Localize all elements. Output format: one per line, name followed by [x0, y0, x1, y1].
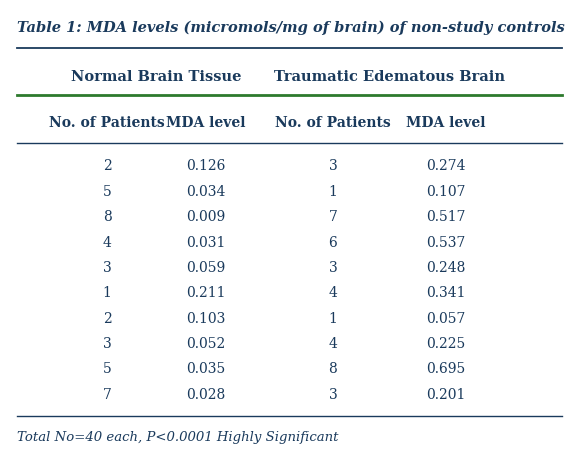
Text: 0.201: 0.201 — [426, 388, 466, 402]
Text: 4: 4 — [328, 337, 338, 351]
Text: 5: 5 — [102, 362, 112, 376]
Text: Table 1: MDA levels (micromols/mg of brain) of non-study controls: Table 1: MDA levels (micromols/mg of bra… — [17, 20, 565, 35]
Text: 0.028: 0.028 — [186, 388, 225, 402]
Text: 0.341: 0.341 — [426, 286, 466, 300]
Text: 3: 3 — [328, 388, 338, 402]
Text: 7: 7 — [102, 388, 112, 402]
Text: 0.009: 0.009 — [186, 210, 225, 224]
Text: 0.057: 0.057 — [426, 312, 466, 326]
Text: 8: 8 — [328, 362, 338, 376]
Text: 1: 1 — [102, 286, 112, 300]
Text: 0.225: 0.225 — [426, 337, 466, 351]
Text: 0.537: 0.537 — [426, 236, 466, 250]
Text: 3: 3 — [102, 337, 112, 351]
Text: No. of Patients: No. of Patients — [275, 116, 391, 130]
Text: Traumatic Edematous Brain: Traumatic Edematous Brain — [274, 70, 505, 84]
Text: 4: 4 — [102, 236, 112, 250]
Text: 0.034: 0.034 — [186, 185, 225, 199]
Text: 0.126: 0.126 — [186, 159, 225, 173]
Text: 1: 1 — [328, 312, 338, 326]
Text: 4: 4 — [328, 286, 338, 300]
Text: 6: 6 — [328, 236, 338, 250]
Text: 0.517: 0.517 — [426, 210, 466, 224]
Text: 0.031: 0.031 — [186, 236, 225, 250]
Text: 0.035: 0.035 — [186, 362, 225, 376]
Text: 2: 2 — [102, 159, 112, 173]
Text: 0.103: 0.103 — [186, 312, 225, 326]
Text: 3: 3 — [328, 261, 338, 275]
Text: Normal Brain Tissue: Normal Brain Tissue — [71, 70, 241, 84]
Text: 0.248: 0.248 — [426, 261, 466, 275]
Text: 0.052: 0.052 — [186, 337, 225, 351]
Text: 0.274: 0.274 — [426, 159, 466, 173]
Text: 0.059: 0.059 — [186, 261, 225, 275]
Text: Total No=40 each, P<0.0001 Highly Significant: Total No=40 each, P<0.0001 Highly Signif… — [17, 431, 339, 444]
Text: 5: 5 — [102, 185, 112, 199]
Text: 7: 7 — [328, 210, 338, 224]
Text: MDA level: MDA level — [166, 116, 245, 130]
Text: 0.695: 0.695 — [426, 362, 466, 376]
Text: 3: 3 — [328, 159, 338, 173]
Text: 1: 1 — [328, 185, 338, 199]
Text: 0.211: 0.211 — [186, 286, 225, 300]
Text: No. of Patients: No. of Patients — [49, 116, 165, 130]
Text: 2: 2 — [102, 312, 112, 326]
Text: 3: 3 — [102, 261, 112, 275]
Text: 0.107: 0.107 — [426, 185, 466, 199]
Text: 8: 8 — [102, 210, 112, 224]
Text: MDA level: MDA level — [406, 116, 486, 130]
